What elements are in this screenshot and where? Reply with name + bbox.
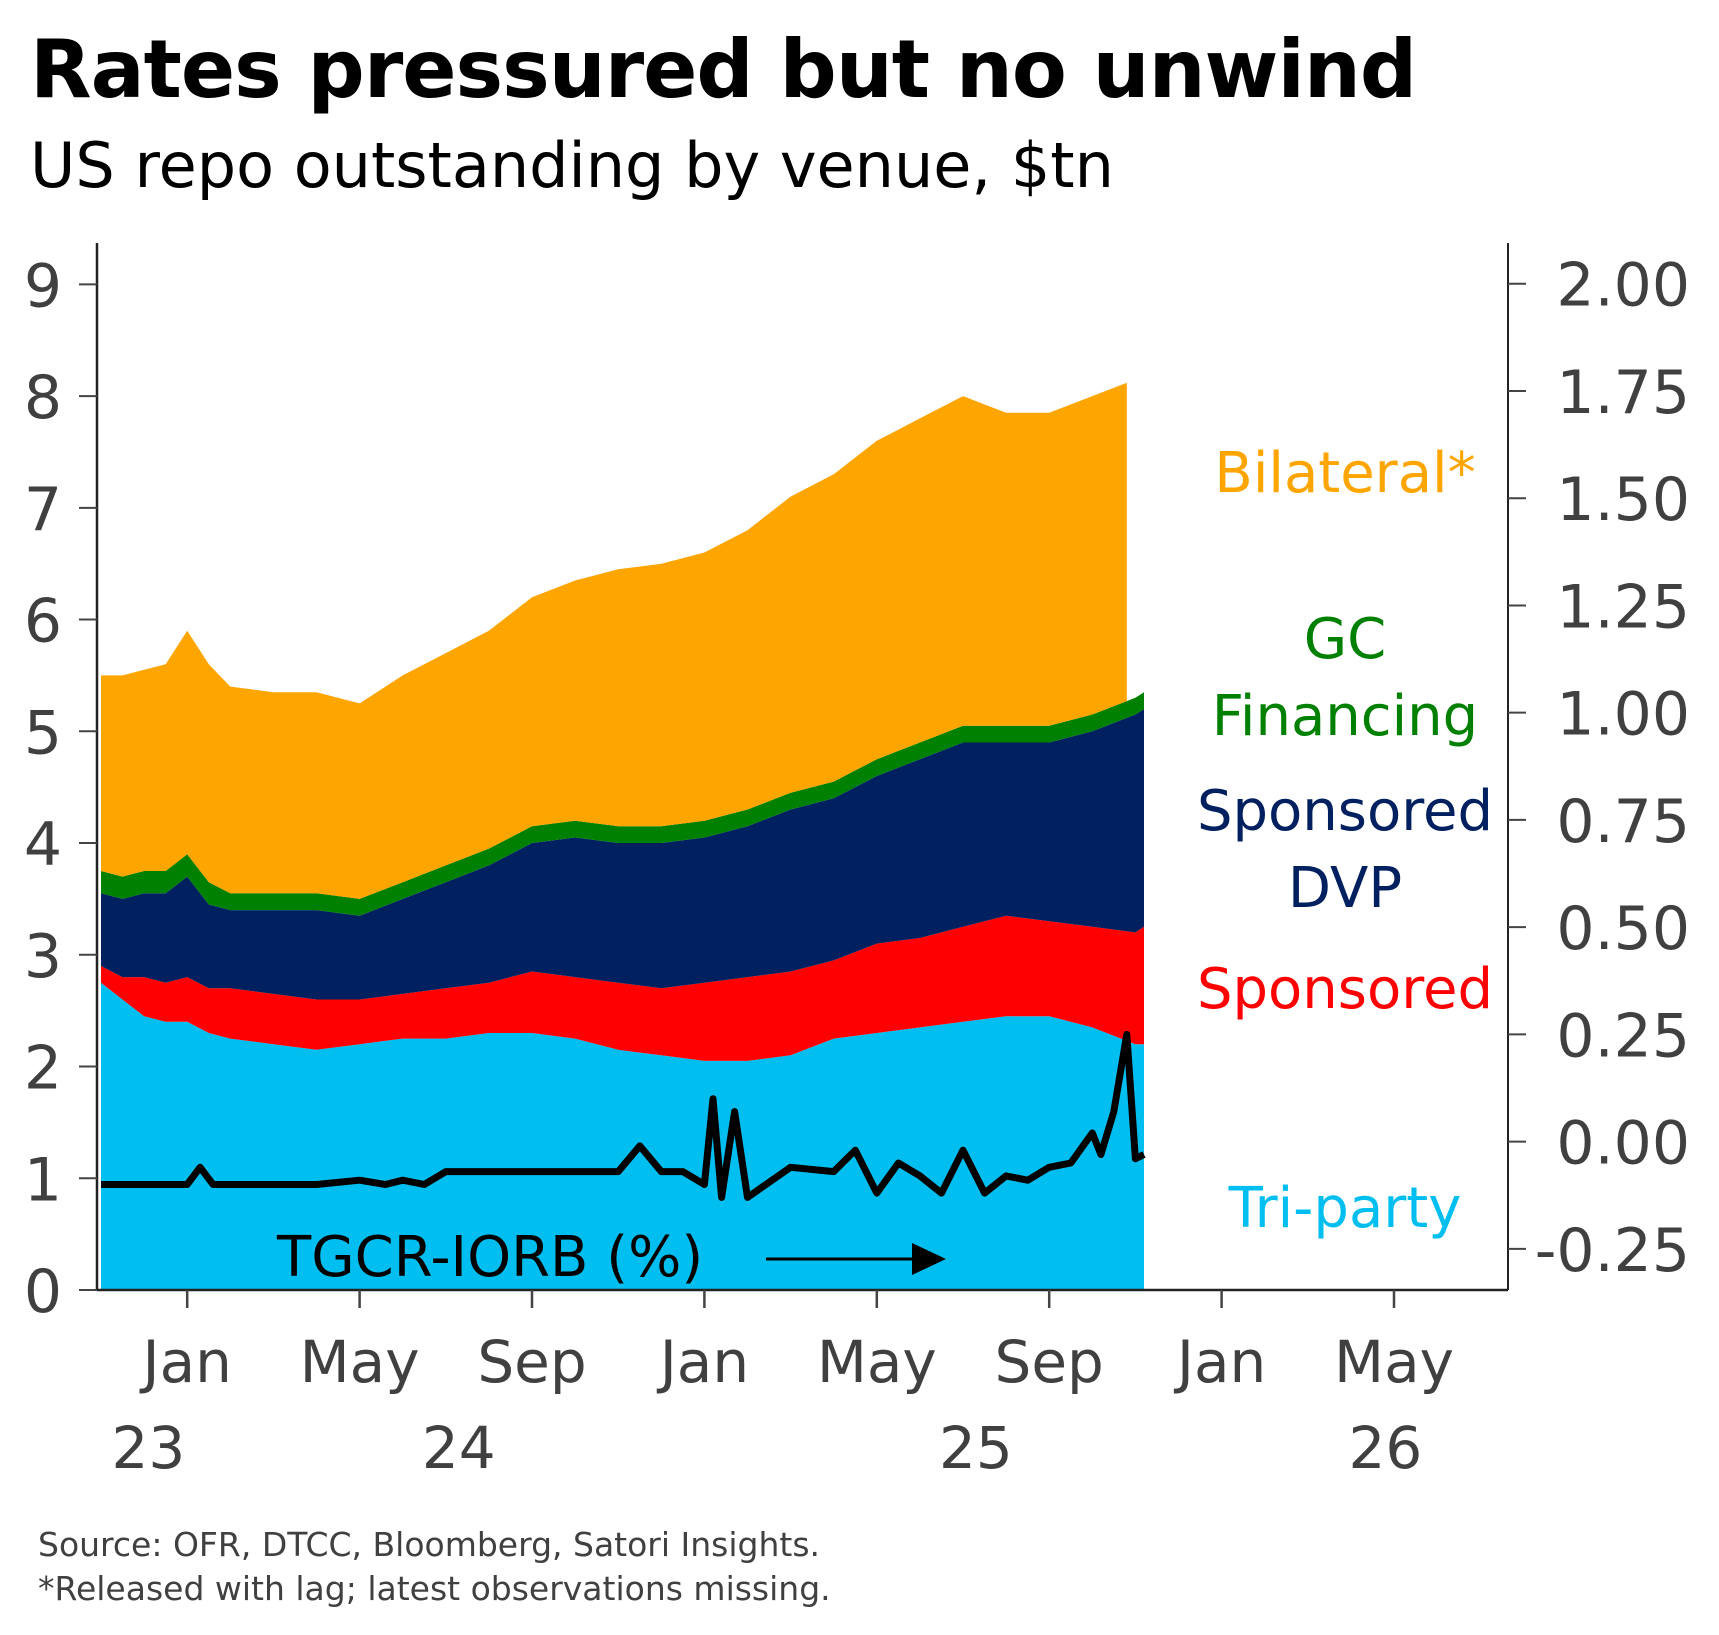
label-gc-financing-line1: GC (1304, 607, 1387, 672)
left-tick-label: 7 (24, 475, 62, 545)
label-sponsored: Sponsored (1197, 957, 1493, 1022)
left-tick-label: 0 (24, 1257, 62, 1327)
right-tick-label: 0.00 (1556, 1109, 1690, 1179)
area-layers (101, 382, 1144, 1290)
left-tick-label: 3 (24, 922, 62, 992)
area-gc-financing (101, 692, 1144, 916)
label-gc-financing-line2: Financing (1212, 684, 1478, 749)
left-tick-label: 8 (24, 363, 62, 433)
tgcr-iorb-line (101, 1030, 1146, 1201)
annotation: TGCR-IORB (%) (276, 1225, 946, 1290)
left-tick-label: 4 (24, 810, 62, 880)
area-sponsored (101, 915, 1144, 1061)
left-tick-label: 6 (24, 587, 62, 657)
x-tick-label: Jan (139, 1328, 231, 1396)
right-tick-label: 2.00 (1556, 251, 1690, 321)
area-bilateral (101, 382, 1127, 899)
label-sponsored-dvp-line1: Sponsored (1197, 779, 1493, 844)
chart-subtitle: US repo outstanding by venue, $tn (30, 129, 1114, 202)
x-year-label: 24 (422, 1414, 496, 1482)
right-tick-label: 0.25 (1556, 1001, 1690, 1071)
right-tick-label: -0.25 (1535, 1216, 1690, 1286)
chart-title: Rates pressured but no unwind (30, 23, 1417, 116)
axes: 0123456789-0.250.000.250.500.751.001.251… (24, 243, 1690, 1482)
right-tick-label: 0.75 (1556, 787, 1690, 857)
area-sponsored-dvp (101, 709, 1144, 1000)
x-year-label: 26 (1348, 1414, 1422, 1482)
tgcr-line-layer (101, 1030, 1146, 1201)
x-tick-label: May (300, 1328, 420, 1396)
left-tick-label: 9 (24, 251, 62, 321)
x-tick-label: May (1334, 1328, 1454, 1396)
area-tri-party (101, 982, 1144, 1290)
right-tick-label: 1.75 (1556, 358, 1690, 428)
left-tick-label: 2 (24, 1034, 62, 1104)
right-tick-label: 0.50 (1556, 894, 1690, 964)
left-tick-label: 5 (24, 698, 62, 768)
x-tick-label: Sep (477, 1328, 586, 1396)
x-year-label: 23 (112, 1414, 186, 1482)
series-labels: Bilateral* GC Financing Sponsored DVP Sponsor… (1197, 441, 1493, 1241)
x-tick-label: May (817, 1328, 937, 1396)
x-tick-label: Jan (657, 1328, 749, 1396)
label-sponsored-dvp-line2: DVP (1288, 856, 1402, 921)
right-tick-label: 1.50 (1556, 465, 1690, 535)
source-note: Source: OFR, DTCC, Bloomberg, Satori Ins… (38, 1525, 821, 1564)
x-tick-label: Jan (1174, 1328, 1266, 1396)
x-year-label: 25 (939, 1414, 1013, 1482)
left-tick-label: 1 (24, 1145, 62, 1215)
label-tri-party: Tri-party (1228, 1176, 1462, 1241)
release-note: *Released with lag; latest observations … (38, 1569, 831, 1608)
right-tick-label: 1.25 (1556, 572, 1690, 642)
arrow-right-icon (912, 1243, 946, 1275)
right-tick-label: 1.00 (1556, 680, 1690, 750)
label-bilateral: Bilateral* (1214, 441, 1475, 506)
annotation-tgcr-iorb: TGCR-IORB (%) (276, 1225, 703, 1290)
x-tick-label: Sep (995, 1328, 1104, 1396)
